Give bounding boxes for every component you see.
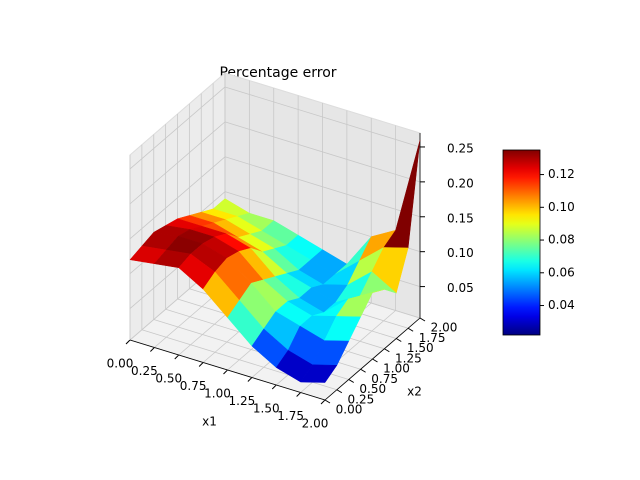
- y-tick: [384, 348, 390, 353]
- y-tick: [407, 327, 414, 332]
- y-tick-label: 1.50: [407, 341, 434, 355]
- y-tick: [324, 399, 331, 404]
- y-tick-label: 0.25: [348, 392, 375, 406]
- y-tick-label: 1.00: [383, 362, 410, 376]
- x-tick: [223, 369, 228, 375]
- x-tick: [247, 377, 253, 382]
- grid-line: [224, 156, 421, 218]
- x-tick-label: 1.75: [277, 409, 304, 423]
- x-axis-label: x1: [202, 415, 217, 429]
- y-tick-label: 0.00: [336, 403, 363, 417]
- y-tick: [395, 338, 402, 342]
- x-tick: [296, 392, 301, 397]
- x-tick-label: 1.25: [229, 394, 256, 408]
- x-tick: [125, 339, 131, 345]
- y-tick-label: 1.25: [395, 351, 422, 365]
- grid-line: [224, 86, 421, 148]
- colorbar-tick-label: 0.04: [548, 298, 575, 312]
- x-tick-label: 0.25: [131, 364, 158, 378]
- y-tick: [336, 389, 343, 394]
- x-tick: [320, 399, 326, 405]
- z-tick-label: 0.20: [447, 176, 474, 190]
- x-tick: [271, 384, 277, 390]
- grid-line: [224, 121, 421, 183]
- y-tick-label: 1.75: [419, 331, 446, 345]
- z-tick-label: 0.10: [447, 246, 474, 260]
- axis-line: [129, 339, 326, 401]
- x-tick-label: 0.75: [180, 379, 207, 393]
- grid-line: [129, 121, 226, 205]
- grid-line: [129, 86, 226, 170]
- colorbar-tick-label: 0.10: [548, 200, 575, 214]
- x-tick: [198, 362, 204, 367]
- y-tick-label: 2.00: [431, 321, 458, 335]
- x-tick-label: 0.50: [155, 372, 182, 386]
- z-tick-label: 0.05: [447, 281, 474, 295]
- y-tick: [419, 317, 426, 322]
- axis-line: [324, 317, 421, 401]
- x-tick-label: 0.00: [107, 357, 134, 371]
- z-tick-label: 0.25: [447, 141, 474, 155]
- colorbar-tick-label: 0.12: [548, 167, 575, 181]
- grid-line: [129, 156, 226, 240]
- y-axis-label: x2: [407, 385, 422, 399]
- y-tick: [360, 368, 366, 373]
- surface-face: [300, 364, 338, 383]
- x-tick-label: 1.00: [204, 387, 231, 401]
- chart-title: Percentage error: [219, 65, 336, 81]
- colorbar-tick-label: 0.06: [548, 265, 575, 279]
- x-tick: [150, 347, 155, 352]
- colorbar: [502, 149, 541, 336]
- x-tick: [174, 354, 180, 360]
- x-tick-label: 1.50: [253, 402, 280, 416]
- y-tick-label: 0.75: [371, 372, 398, 386]
- y-tick-label: 0.50: [359, 382, 386, 396]
- y-tick: [348, 379, 355, 383]
- z-tick-label: 0.15: [447, 211, 474, 225]
- colorbar-tick-label: 0.08: [548, 233, 575, 247]
- y-tick: [372, 358, 378, 363]
- x-tick-label: 2.00: [302, 417, 329, 431]
